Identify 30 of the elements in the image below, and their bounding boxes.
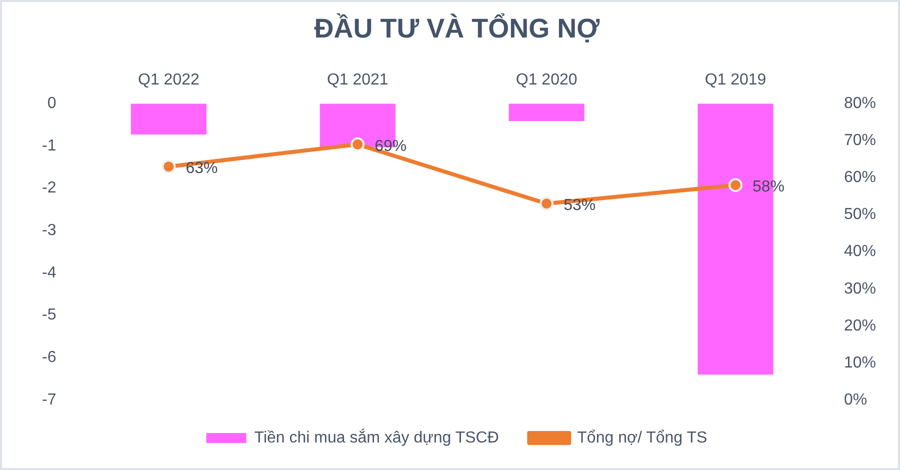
x-tick-label: Q1 2021: [326, 71, 388, 88]
y2-tick-label: 10%: [844, 354, 876, 372]
x-tick-label: Q1 2022: [138, 71, 200, 88]
point: [162, 160, 176, 174]
y-tick-label: 0: [47, 95, 56, 112]
y-tick-label: -2: [42, 180, 56, 197]
y2-tick-label: 60%: [844, 169, 876, 186]
legend-label: Tổng nợ/ Tổng TS: [577, 429, 708, 446]
y2-tick-label: 80%: [844, 95, 876, 112]
y-tick-label: -4: [42, 264, 56, 282]
y2-tick-label: 20%: [844, 317, 876, 334]
y2-tick-label: 0%: [844, 391, 868, 408]
y-tick-label: -3: [42, 222, 56, 240]
data-label: 63%: [186, 160, 218, 177]
x-tick-label: Q1 2020: [516, 71, 578, 88]
y-tick-label: -7: [42, 391, 56, 408]
point: [728, 178, 743, 192]
chart-title: ĐẦU TƯ VÀ TỔNG NỢ: [314, 12, 600, 44]
y-tick-label: -5: [42, 306, 56, 324]
y-tick-label: -1: [42, 137, 56, 154]
y-tick-label: -6: [42, 349, 56, 366]
data-label: 53%: [564, 197, 596, 214]
point: [540, 196, 554, 211]
y2-tick-label: 40%: [844, 243, 876, 260]
y2-tick-label: 30%: [844, 280, 876, 298]
point: [350, 137, 365, 152]
x-tick-label: Q1 2019: [704, 71, 766, 88]
y2-tick-label: 50%: [844, 206, 876, 224]
y2-tick-label: 70%: [844, 132, 876, 150]
legend-label: Tiền chi mua sắm xây dựng TSCĐ: [254, 428, 499, 446]
